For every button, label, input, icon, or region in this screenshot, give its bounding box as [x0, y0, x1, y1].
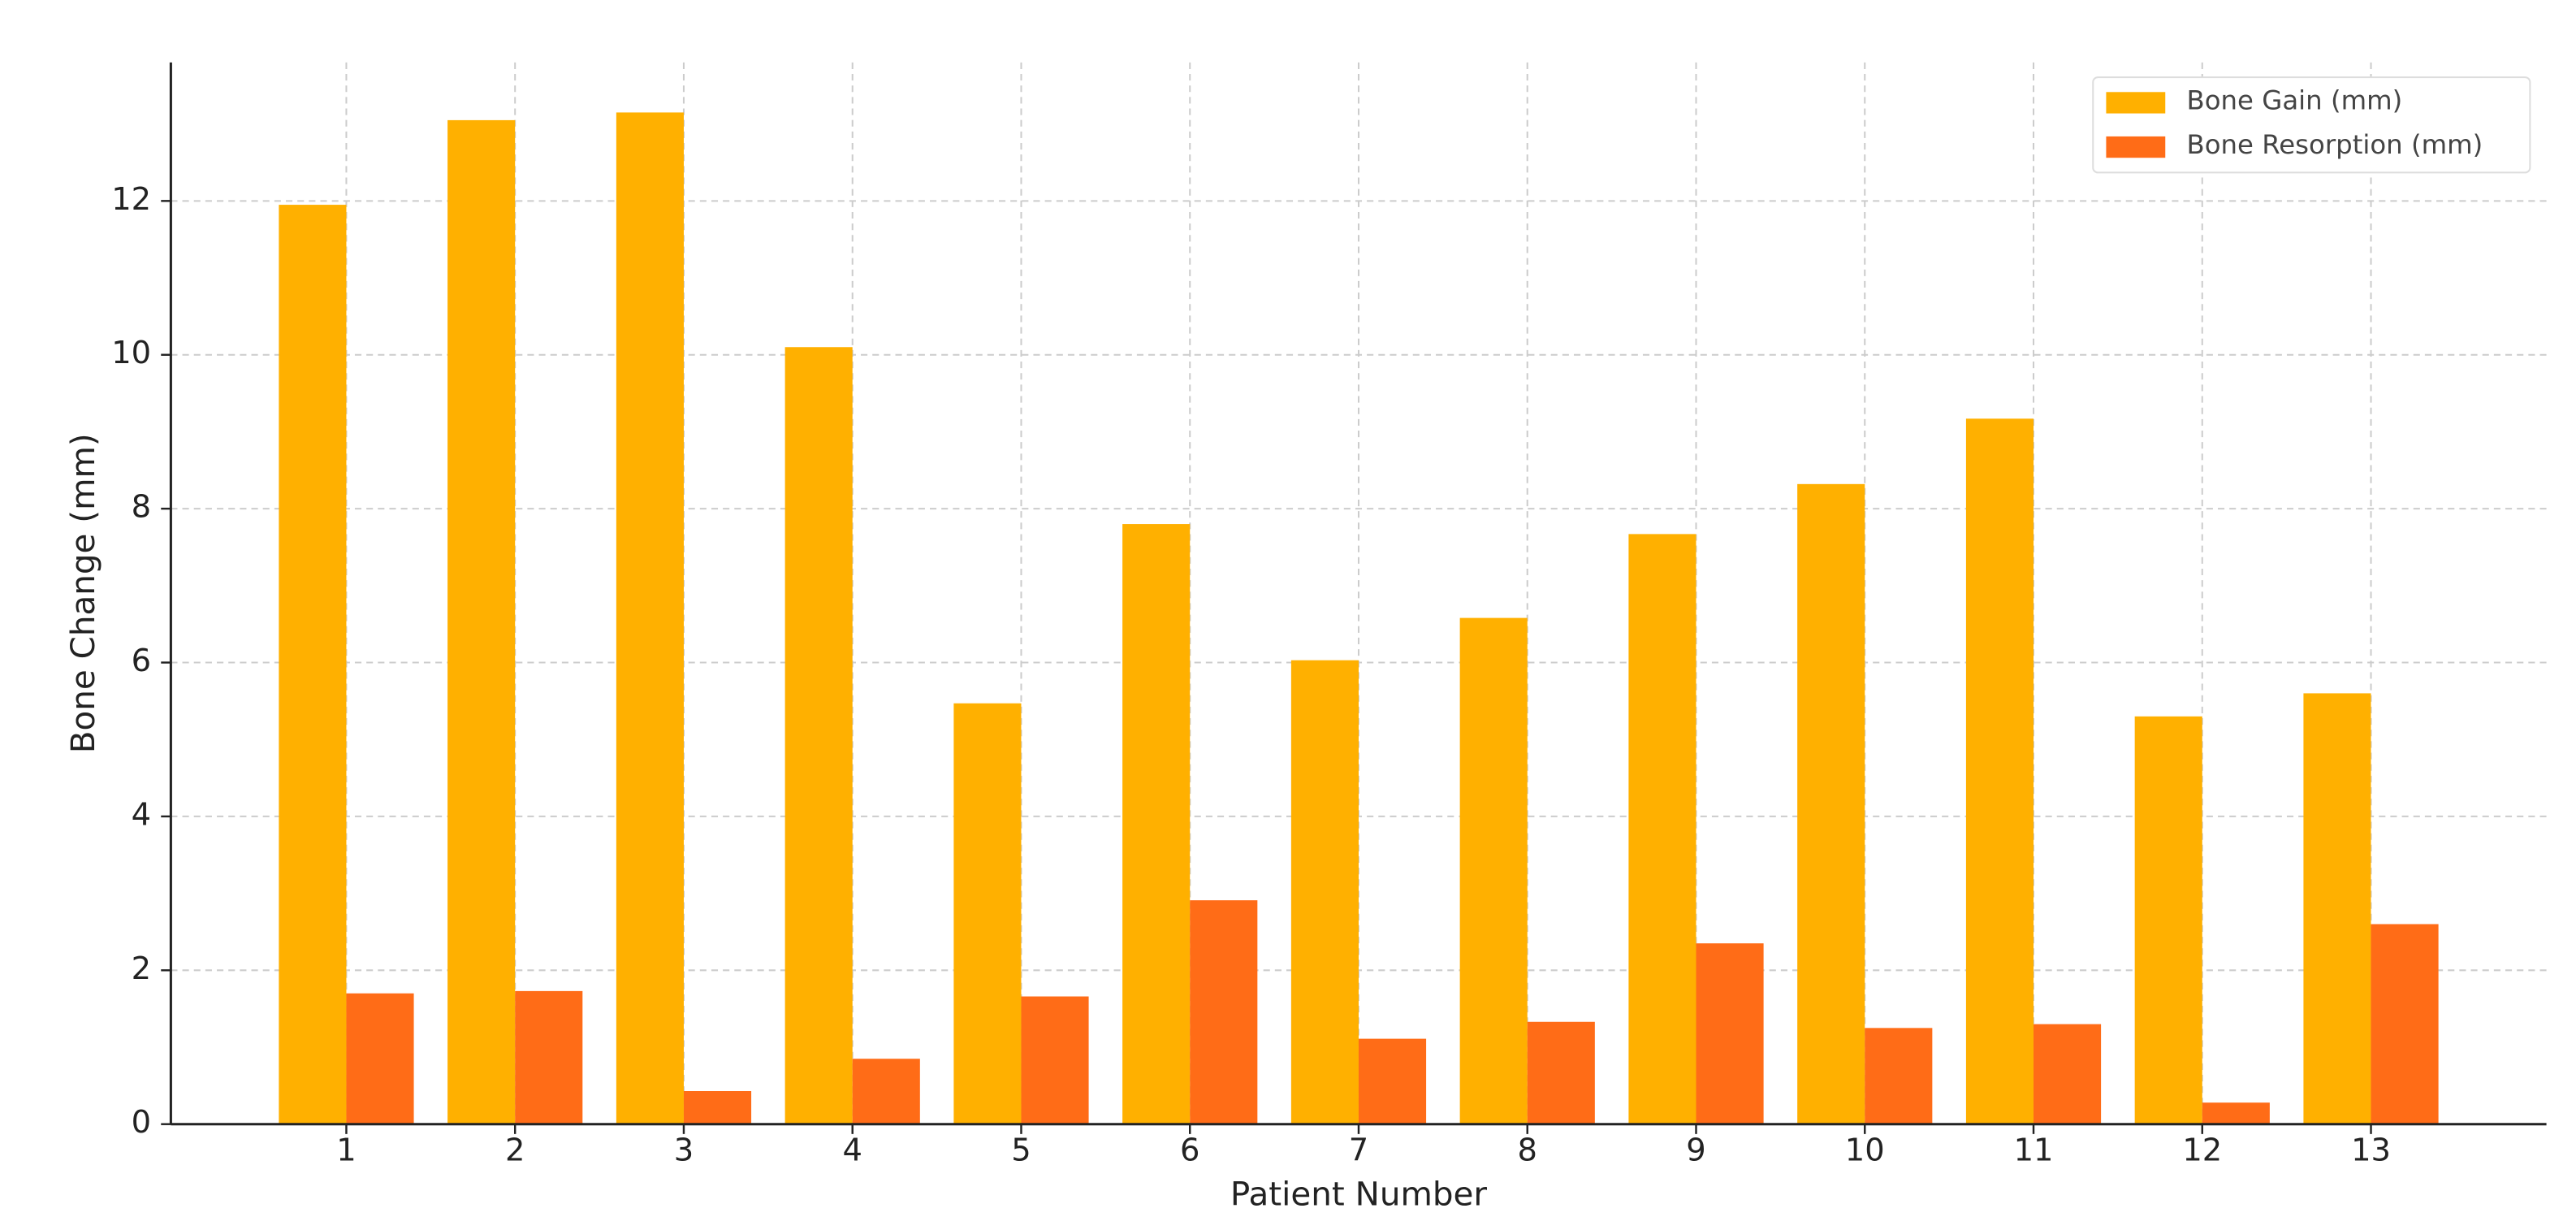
- bar: [616, 112, 684, 1124]
- bar: [447, 119, 516, 1124]
- bar: [279, 205, 347, 1124]
- y-tick-label: 12: [111, 181, 151, 218]
- x-tick-label: 6: [1180, 1133, 1199, 1169]
- bar: [1865, 1028, 1933, 1124]
- y-tick-label: 8: [132, 489, 151, 526]
- bar: [515, 990, 583, 1124]
- y-tick-label: 6: [132, 643, 151, 679]
- legend-box: [2092, 76, 2531, 174]
- legend-label: Bone Resorption (mm): [2187, 129, 2483, 160]
- x-tick-label: 7: [1349, 1133, 1368, 1169]
- x-tick-label: 11: [2014, 1133, 2054, 1169]
- bar: [1965, 418, 2034, 1124]
- x-tick-label: 13: [2351, 1133, 2391, 1169]
- legend-swatch: [2106, 92, 2166, 114]
- bar: [1290, 660, 1359, 1124]
- bar: [1122, 524, 1191, 1124]
- x-tick-label: 10: [1845, 1133, 1885, 1169]
- x-tick-label: 2: [505, 1133, 525, 1169]
- x-tick-label: 9: [1686, 1133, 1705, 1169]
- legend-label: Bone Gain (mm): [2187, 84, 2403, 115]
- bar: [852, 1059, 920, 1124]
- bar: [1797, 483, 1865, 1124]
- bar: [2303, 693, 2371, 1124]
- y-tick-label: 4: [132, 796, 151, 833]
- bar: [2202, 1102, 2270, 1124]
- bar: [2034, 1024, 2102, 1124]
- x-tick-label: 1: [336, 1133, 356, 1169]
- y-tick-label: 0: [132, 1104, 151, 1141]
- y-tick-label: 10: [111, 335, 151, 371]
- bar: [1628, 534, 1696, 1124]
- bar: [683, 1090, 752, 1124]
- bar: [1190, 900, 1258, 1124]
- y-axis-title: Bone Change (mm): [63, 433, 102, 753]
- bar: [2134, 716, 2202, 1124]
- y-tick-label: 2: [132, 951, 151, 987]
- x-tick-label: 5: [1011, 1133, 1031, 1169]
- bar: [1021, 996, 1089, 1124]
- bar: [346, 993, 414, 1124]
- bar: [1459, 617, 1528, 1124]
- bar: [953, 703, 1022, 1124]
- bar: [1696, 943, 1764, 1124]
- bar: [2371, 924, 2439, 1124]
- x-axis-title: Patient Number: [1230, 1175, 1487, 1214]
- bar: [784, 347, 853, 1124]
- bar: [1358, 1038, 1427, 1124]
- x-tick-label: 12: [2182, 1133, 2222, 1169]
- bar: [1527, 1021, 1595, 1124]
- x-tick-label: 3: [674, 1133, 694, 1169]
- x-tick-label: 4: [842, 1133, 862, 1169]
- x-tick-label: 8: [1518, 1133, 1537, 1169]
- legend-swatch: [2106, 136, 2166, 158]
